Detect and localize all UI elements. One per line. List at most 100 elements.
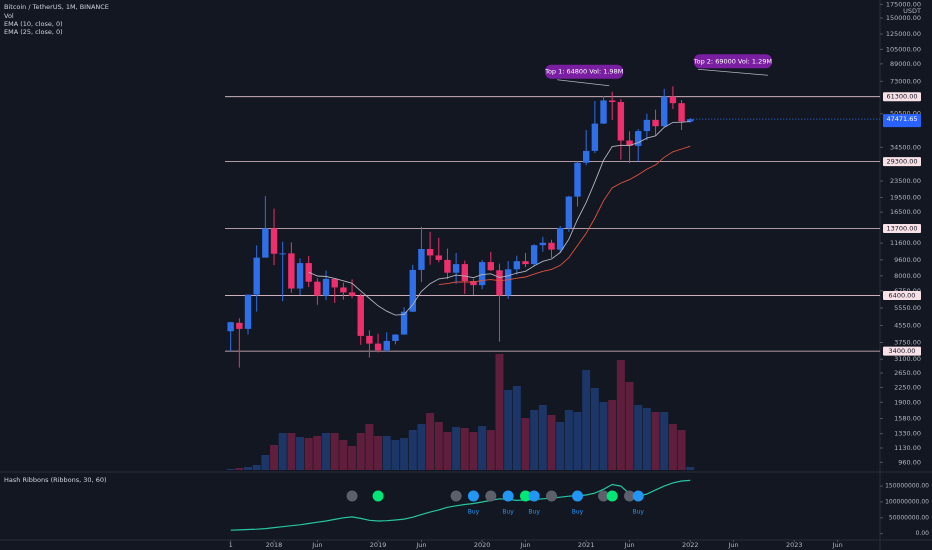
y-tick-label: 19500.00 (890, 193, 921, 201)
signal-dot (546, 490, 557, 502)
volume-bar (512, 386, 521, 470)
volume-bar (382, 436, 391, 470)
signal-dot (502, 490, 514, 502)
volume-bar (226, 469, 235, 470)
x-tick-label: 2020 (474, 541, 491, 549)
candle-body (470, 281, 477, 286)
volume-bar (573, 412, 582, 470)
volume-bar (443, 432, 452, 470)
signal-dot (606, 490, 618, 502)
volume-bar (417, 424, 426, 470)
level-label: 3400.00 (889, 347, 916, 355)
y-tick-label: 150000000.00 (885, 483, 929, 490)
candle-body (548, 242, 555, 250)
y-tick-label: 89000.00 (890, 60, 921, 68)
volume-bar (261, 455, 270, 470)
currency-label: USDT (903, 7, 921, 15)
volume-bar (365, 424, 374, 470)
candle-body (669, 96, 677, 104)
volume-bar (634, 405, 643, 470)
candle-body (244, 294, 252, 329)
signal-dot (519, 490, 531, 502)
signal-label: Buy (502, 509, 514, 516)
candle-body (409, 269, 416, 312)
candle-body (522, 261, 529, 265)
level-label: 13700.00 (886, 225, 917, 233)
volume-bar (244, 467, 253, 470)
volume-bar (582, 370, 591, 470)
y-tick-label: 1130.00 (894, 444, 921, 452)
candle-body (314, 281, 321, 296)
signal-dot (528, 490, 540, 502)
ema-line (308, 121, 691, 316)
candle-body (288, 253, 295, 289)
candle-body (496, 270, 503, 296)
indicator-title: Hash Ribbons (Ribbons, 30, 60) (4, 476, 107, 484)
volume-bar (252, 465, 261, 470)
level-label-box (883, 346, 921, 356)
x-tick-label: 2023 (786, 541, 803, 549)
candle-body (661, 96, 668, 127)
y-tick-label: 105000.00 (886, 45, 921, 53)
volume-bar (296, 437, 305, 470)
candle-body (418, 248, 425, 270)
volume-bar (270, 445, 279, 470)
candle-body (322, 278, 330, 296)
signal-dot (572, 490, 584, 502)
y-tick-label: 1330.00 (894, 430, 921, 438)
signal-label: Buy (572, 509, 584, 516)
signal-dot (624, 490, 636, 502)
volume-bar (478, 426, 487, 470)
y-tick-label: 100000000.00 (885, 498, 929, 505)
annotation-text: Top 1: 64800 Vol: 1.98M (544, 68, 623, 76)
volume-bar (495, 354, 504, 470)
volume-bar (616, 360, 625, 470)
volume-bar (556, 422, 565, 470)
candle-body (392, 334, 399, 341)
candle-body (652, 119, 659, 127)
volume-bar (521, 418, 530, 470)
volume-bar (235, 468, 244, 470)
volume-bar (322, 433, 331, 470)
annotation-text: Top 2: 69000 Vol: 1.29M (693, 57, 772, 65)
signal-dot (450, 490, 462, 502)
x-tick-label: 2021 (578, 541, 595, 549)
candle-body (574, 162, 581, 197)
signal-dot (372, 490, 384, 502)
candle-body (582, 150, 590, 163)
candle-body (253, 257, 260, 295)
y-tick-label: 9600.00 (894, 256, 921, 264)
candle-body (504, 269, 512, 296)
candle-body (530, 245, 538, 265)
candle-body (678, 103, 685, 122)
volume-bar (469, 432, 478, 470)
volume-bar (374, 436, 383, 470)
annotation-box (545, 64, 624, 79)
candle-body (348, 292, 356, 296)
y-tick-label: 73000.00 (890, 77, 921, 85)
y-tick-label: 175000.00 (886, 0, 921, 8)
x-tick-label: Jun (415, 541, 426, 549)
signal-dot (346, 490, 358, 502)
candle-body (461, 264, 468, 282)
candle-body (452, 264, 460, 273)
y-tick-label: 0.00 (916, 530, 930, 537)
volume-bar (391, 440, 400, 470)
volume-bar (538, 405, 547, 470)
signal-label: Buy (528, 509, 540, 516)
volume-bar (608, 400, 617, 470)
y-tick-label: 2250.00 (894, 383, 921, 391)
y-tick-label: 3100.00 (894, 355, 921, 363)
volume-bar (547, 415, 556, 470)
candle-body (513, 261, 521, 270)
candle-body (617, 102, 625, 141)
candle-body (340, 287, 347, 293)
x-tick-label: Jun (832, 541, 843, 549)
volume-bar (668, 424, 677, 470)
volume-bar (408, 430, 417, 470)
candle-body (374, 343, 382, 351)
y-tick-label: 960.00 (898, 458, 921, 466)
volume-bar (330, 433, 339, 470)
